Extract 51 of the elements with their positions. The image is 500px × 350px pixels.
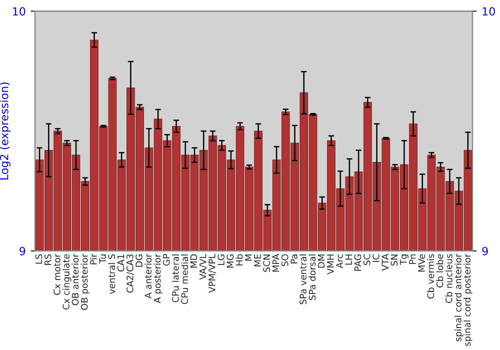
x-tick-label: SN	[390, 254, 398, 266]
y-axis-title: Log2 (expression)	[0, 82, 10, 180]
x-tick-label: Pir	[90, 254, 97, 264]
x-tick-label: OB anterior	[72, 254, 79, 306]
x-tick-label: Cb lobe	[436, 254, 444, 288]
x-tick-label: SO	[281, 254, 288, 266]
x-tick-label: A posterior	[154, 254, 162, 304]
x-tick-label: Pa	[290, 254, 298, 264]
x-tick-label: M	[245, 254, 252, 261]
x-tick-label: Cb nucleus	[445, 254, 452, 304]
x-tick-label: Cx cingulate	[62, 254, 72, 310]
x-tick-label: IC	[372, 254, 380, 262]
x-tick-label: Hb	[236, 254, 243, 266]
x-tick-label: VPM/VPL	[208, 254, 216, 293]
x-tick-label: LH	[345, 254, 352, 265]
x-tick-label: CPu lateral	[172, 254, 179, 302]
x-tick-label: DG	[136, 254, 142, 267]
x-tick-label: A anterior	[144, 254, 152, 299]
x-tick-label: MPA	[272, 254, 280, 272]
x-tick-label: MD	[190, 254, 197, 268]
x-tick-label: VA/VL	[200, 254, 207, 280]
x-tick-label: GP	[162, 254, 170, 266]
x-tick-label: Arc	[336, 254, 343, 268]
x-tick-label: DM	[318, 254, 325, 268]
x-tick-label: Cb vermis	[427, 254, 434, 299]
x-tick-label: CA1	[117, 254, 124, 272]
x-tick-label: LS	[35, 254, 42, 264]
x-tick-label: VTA	[382, 254, 388, 271]
x-tick-label: Pn	[409, 254, 416, 264]
x-tick-label: SPa ventral	[300, 254, 306, 304]
x-tick-label: spinal cord posterior	[464, 254, 472, 346]
y2-tick-label: 9	[482, 246, 488, 256]
x-tick-label: ME	[254, 254, 261, 266]
x-tick-label: spinal cord anterior	[454, 254, 464, 342]
x-tick-label: LG	[218, 254, 224, 265]
x-tick-label: SPa dorsal	[308, 254, 316, 300]
x-tick-label: Tu	[99, 254, 106, 264]
x-tick-label: MVe	[418, 254, 425, 272]
x-tick-label: CPu medial	[181, 254, 188, 304]
x-tick-label: OB posterior	[80, 254, 90, 310]
x-tick-label: Tg	[400, 254, 409, 265]
y2-tick-label: 10	[482, 7, 495, 16]
x-tick-label: RS	[44, 254, 52, 265]
x-tick-label: ventral S	[108, 254, 116, 294]
x-tick-label: MG	[226, 254, 234, 268]
x-tick-label: Cx motor	[54, 254, 60, 295]
x-tick-label: CA2/CA3	[126, 254, 134, 293]
x-tick-label: SCN	[263, 254, 270, 272]
x-tick-label: PAG	[354, 254, 362, 271]
x-tick-label: VMH	[327, 254, 334, 274]
x-tick-label: SC	[363, 254, 370, 266]
